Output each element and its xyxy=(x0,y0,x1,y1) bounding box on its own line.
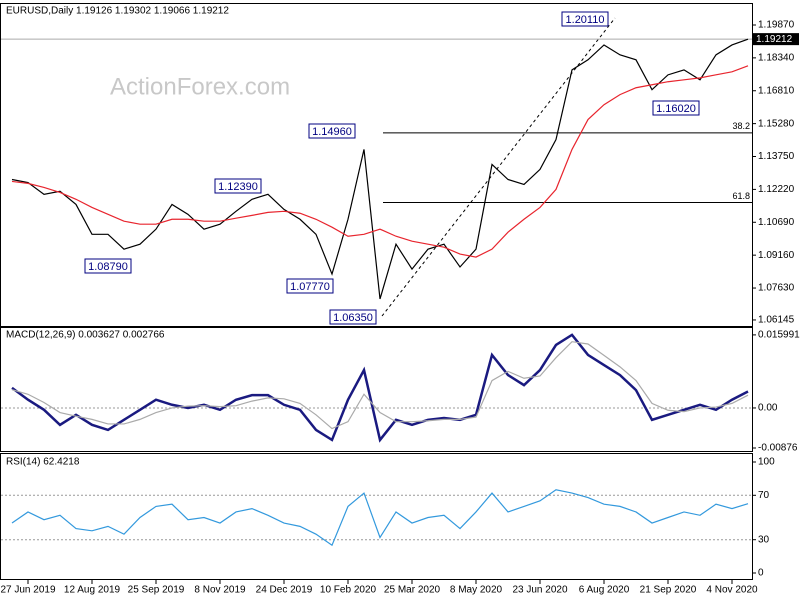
x-tick-label: 25 Mar 2020 xyxy=(384,585,441,596)
y-tick-label: 1.16810 xyxy=(758,85,795,96)
y-tick-label: 100 xyxy=(758,457,775,468)
price-panel xyxy=(0,3,753,327)
annotation: 1.16020 xyxy=(656,103,696,115)
y-tick-label: 1.07630 xyxy=(758,283,795,294)
y-tick-label: 1.19870 xyxy=(758,20,795,31)
y-tick-label: 1.12220 xyxy=(758,184,795,195)
series-line xyxy=(11,341,749,430)
y-tick-label: 70 xyxy=(758,490,770,501)
annotation: 1.20110 xyxy=(566,14,605,26)
annotation-box xyxy=(561,11,609,27)
x-tick-label: 24 Dec 2019 xyxy=(256,585,313,596)
annotation-box xyxy=(652,100,700,116)
x-tick-label: 8 May 2020 xyxy=(450,585,503,596)
fib-label: 61.8 xyxy=(732,191,750,201)
series-line xyxy=(11,38,749,300)
rsi-title: RSI(14) 62.4218 xyxy=(6,457,80,468)
last-price-label: 1.19212 xyxy=(756,34,793,45)
annotation: 1.12390 xyxy=(218,181,258,193)
y-tick-label: 0.00 xyxy=(758,403,778,414)
y-tick-label: 1.06145 xyxy=(758,315,795,326)
watermark: ActionForex.com xyxy=(110,73,290,100)
x-tick-label: 6 Aug 2020 xyxy=(579,585,630,596)
annotation: 1.08790 xyxy=(88,261,128,273)
annotation: 1.06350 xyxy=(333,312,373,324)
annotation-box xyxy=(329,309,377,325)
annotation: 1.07770 xyxy=(290,281,330,293)
macd-title: MACD(12,26,9) 0.003627 0.002766 xyxy=(6,330,165,341)
x-tick-label: 23 Jun 2020 xyxy=(512,585,567,596)
annotation-box xyxy=(308,123,356,139)
x-tick-label: 27 Jun 2019 xyxy=(0,585,55,596)
y-tick-label: 1.13750 xyxy=(758,151,795,162)
y-tick-label: 1.10690 xyxy=(758,217,795,228)
fib-label: 38.2 xyxy=(732,121,750,131)
y-tick-label: 0.015991 xyxy=(758,330,800,341)
y-tick-label: 1.09160 xyxy=(758,250,795,261)
annotation-box xyxy=(214,178,262,194)
x-tick-label: 4 Nov 2020 xyxy=(706,585,758,596)
series-line xyxy=(11,489,749,547)
annotation-box xyxy=(286,278,334,294)
x-tick-label: 12 Aug 2019 xyxy=(64,585,121,596)
annotation-box xyxy=(84,258,132,274)
series-line xyxy=(11,65,749,258)
x-tick-label: 25 Sep 2019 xyxy=(128,585,185,596)
x-tick-label: 21 Sep 2020 xyxy=(640,585,697,596)
y-tick-label: -0.00876 xyxy=(758,443,798,454)
y-tick-label: 0 xyxy=(758,568,764,579)
chart-title: EURUSD,Daily 1.19126 1.19302 1.19066 1.1… xyxy=(6,6,229,17)
last-price-box xyxy=(753,33,799,46)
y-tick-label: 1.15280 xyxy=(758,118,795,129)
annotation: 1.14960 xyxy=(312,126,352,138)
x-tick-label: 10 Feb 2020 xyxy=(320,585,377,596)
series-line xyxy=(11,333,749,443)
rsi-panel xyxy=(0,453,753,580)
y-tick-label: 1.18340 xyxy=(758,53,795,64)
x-tick-label: 8 Nov 2019 xyxy=(194,585,246,596)
macd-panel xyxy=(0,327,753,452)
y-tick-label: 30 xyxy=(758,534,770,545)
